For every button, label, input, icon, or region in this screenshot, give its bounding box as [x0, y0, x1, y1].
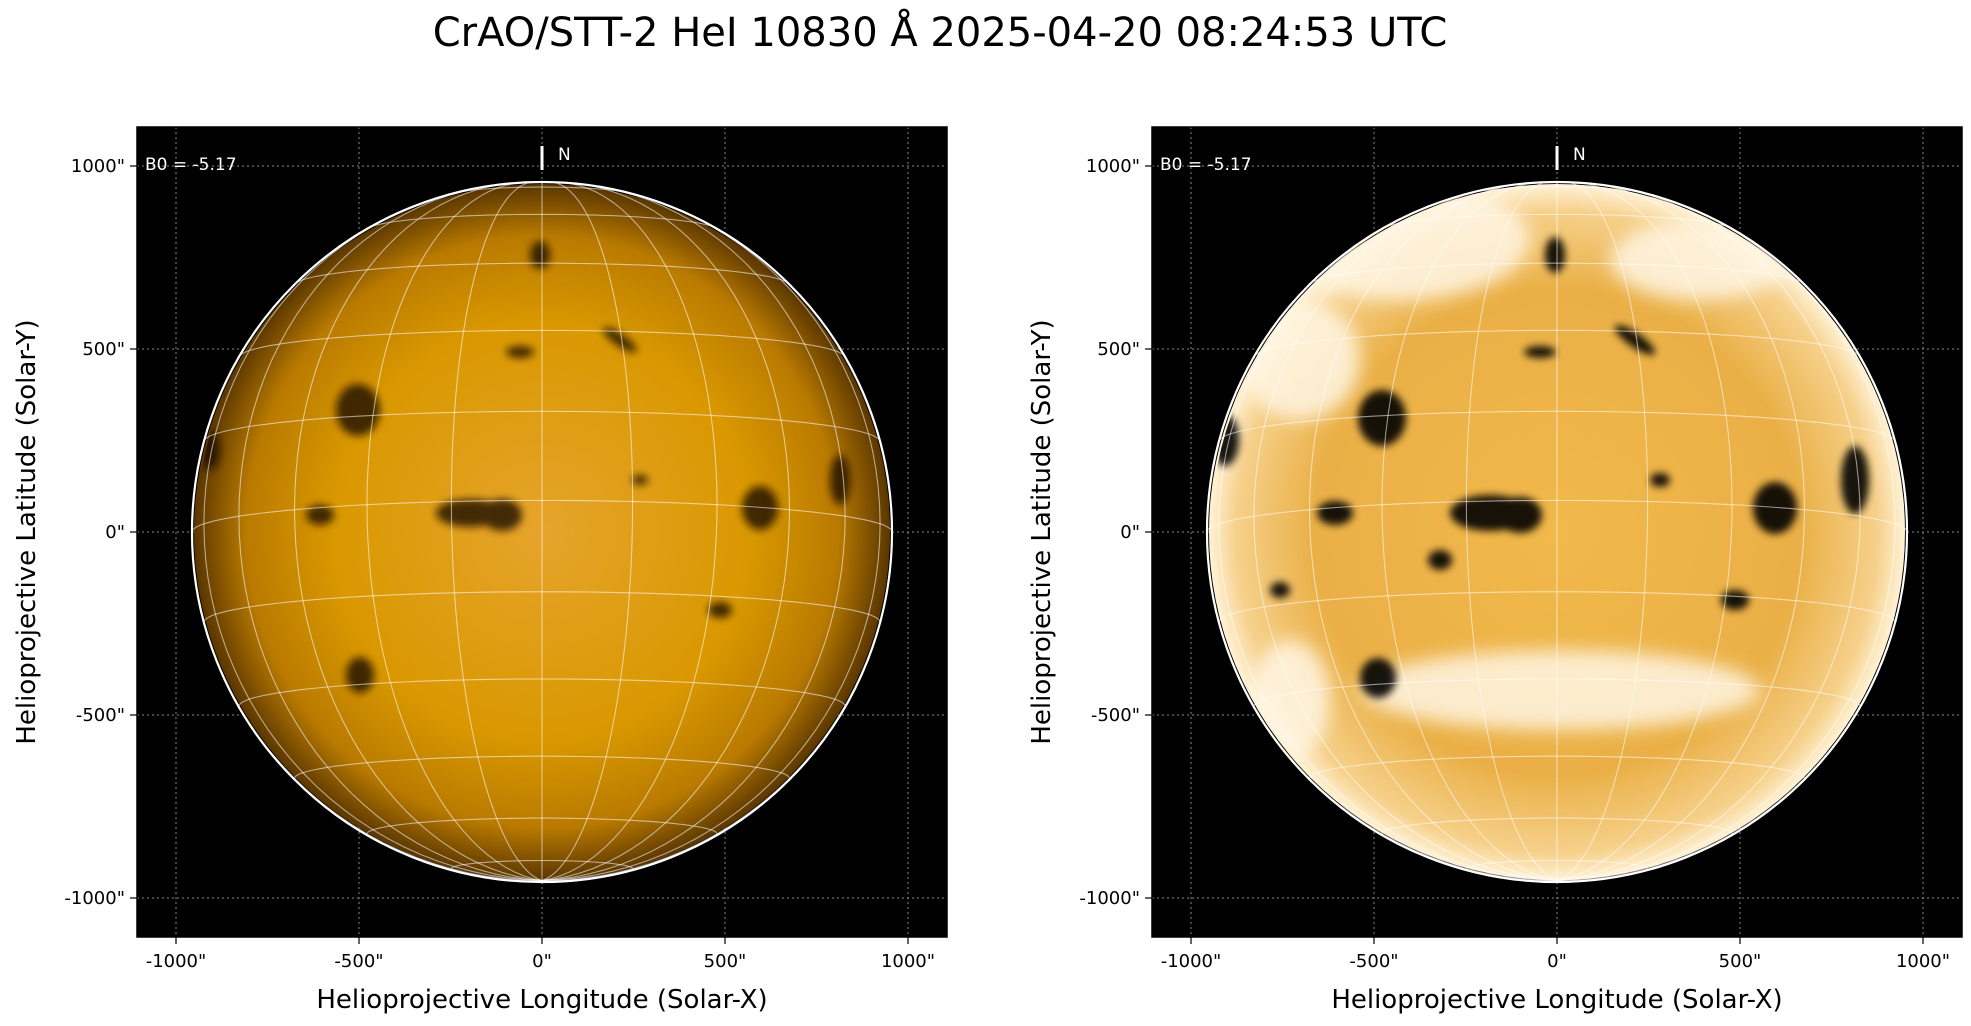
- surface-features-left: [200, 241, 850, 693]
- meridian-line: [450, 181, 543, 882]
- parallel-line: [1310, 262, 1804, 284]
- y-tick-label: -1000": [1079, 888, 1140, 909]
- parallel-line: [1206, 499, 1908, 533]
- solar-image-panel-left: N B0 = -5.17 -1000" -500" 0" 500" 1000" 1000"…: [12, 126, 948, 1015]
- meridian-line: [1465, 181, 1558, 882]
- parallel-line: [457, 186, 627, 193]
- solar-image-panel-right: N B0 = -5.17 -1000" -500" 0" 500" 1000" 1000"…: [1027, 126, 1963, 1015]
- b0-label-left: B0 = -5.17: [145, 155, 237, 175]
- parallel-line: [191, 499, 893, 533]
- meridian-line: [1556, 203, 1896, 882]
- y-tick-label: -500": [1091, 705, 1140, 726]
- north-label-left: N: [558, 145, 571, 165]
- y-tick-label: 0": [105, 522, 125, 543]
- meridian-line: [541, 203, 881, 882]
- heliographic-graticule-left: [191, 181, 893, 882]
- meridian-line: [1556, 187, 1861, 882]
- meridian-line: [1308, 183, 1558, 882]
- x-tick-label: -1000": [146, 951, 207, 972]
- parallel-line: [370, 213, 714, 228]
- x-axis-label-left: Helioprojective Longitude (Solar-X): [316, 985, 767, 1015]
- parallel-line: [238, 329, 846, 357]
- parallel-line: [366, 817, 718, 835]
- meridian-line: [1556, 181, 1649, 882]
- parallel-line: [238, 678, 846, 707]
- figure-title: CrAO/STT-2 HeI 10830 Å 2025-04-20 08:24:…: [432, 10, 1448, 56]
- parallel-line: [1218, 410, 1896, 441]
- x-tick-label: -500": [1349, 951, 1398, 972]
- y-tick-label: 1000": [71, 156, 125, 177]
- axis-ticks-left: -1000" -500" 0" 500" 1000" 1000" 500" 0" -500" -1…: [64, 156, 935, 972]
- meridian-line: [541, 183, 791, 882]
- y-tick-label: -1000": [64, 888, 125, 909]
- meridian-line: [238, 187, 543, 882]
- y-tick-label: -500": [76, 705, 125, 726]
- x-axis-label-right: Helioprojective Longitude (Solar-X): [1331, 985, 1782, 1015]
- x-tick-label: 1000": [1896, 951, 1950, 972]
- parallel-line: [1253, 678, 1861, 707]
- y-tick-label: 500": [1097, 339, 1140, 360]
- north-label-right: N: [1573, 145, 1586, 165]
- parallel-line: [450, 859, 634, 869]
- meridian-line: [1381, 181, 1558, 882]
- solar-limb-right: [1205, 180, 1909, 884]
- x-tick-label: -1000": [1161, 951, 1222, 972]
- y-tick-label: 1000": [1086, 156, 1140, 177]
- parallel-line: [1465, 859, 1649, 869]
- meridian-line: [293, 183, 543, 882]
- parallel-line: [1253, 329, 1861, 357]
- meridian-line: [1218, 203, 1558, 882]
- parallel-line: [1472, 186, 1642, 193]
- x-tick-label: 500": [1719, 951, 1762, 972]
- x-tick-label: 500": [704, 951, 747, 972]
- parallel-line: [293, 755, 791, 779]
- parallel-line: [203, 410, 881, 441]
- meridian-line: [541, 181, 718, 882]
- x-tick-label: -500": [334, 951, 383, 972]
- parallel-line: [295, 262, 789, 284]
- x-tick-label: 0": [532, 951, 552, 972]
- y-axis-label-left: Helioprojective Latitude (Solar-Y): [12, 319, 42, 744]
- parallel-line: [1218, 591, 1896, 623]
- parallel-line: [1308, 755, 1806, 779]
- parallel-line: [203, 591, 881, 623]
- x-tick-label: 0": [1547, 951, 1567, 972]
- meridian-line: [1556, 181, 1733, 882]
- meridian-line: [366, 181, 543, 882]
- b0-label-right: B0 = -5.17: [1160, 155, 1252, 175]
- parallel-line: [1381, 817, 1733, 835]
- x-tick-label: 1000": [881, 951, 935, 972]
- meridian-line: [1556, 183, 1806, 882]
- meridian-line: [541, 181, 634, 882]
- axis-ticks-right: -1000" -500" 0" 500" 1000" 1000" 500" 0" -500" -1…: [1079, 156, 1950, 972]
- meridian-line: [1253, 187, 1558, 882]
- meridian-line: [203, 203, 543, 882]
- solar-limb-left: [190, 180, 894, 884]
- y-tick-label: 0": [1120, 522, 1140, 543]
- parallel-line: [1385, 213, 1729, 228]
- meridian-line: [541, 187, 846, 882]
- y-axis-label-right: Helioprojective Latitude (Solar-Y): [1027, 319, 1057, 744]
- y-tick-label: 500": [82, 339, 125, 360]
